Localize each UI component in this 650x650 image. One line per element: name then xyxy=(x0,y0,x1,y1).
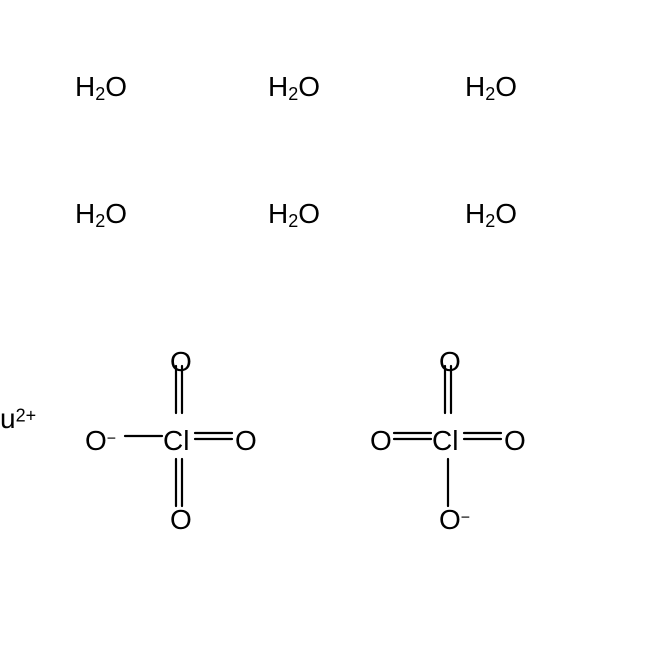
bond-layer xyxy=(0,0,650,650)
